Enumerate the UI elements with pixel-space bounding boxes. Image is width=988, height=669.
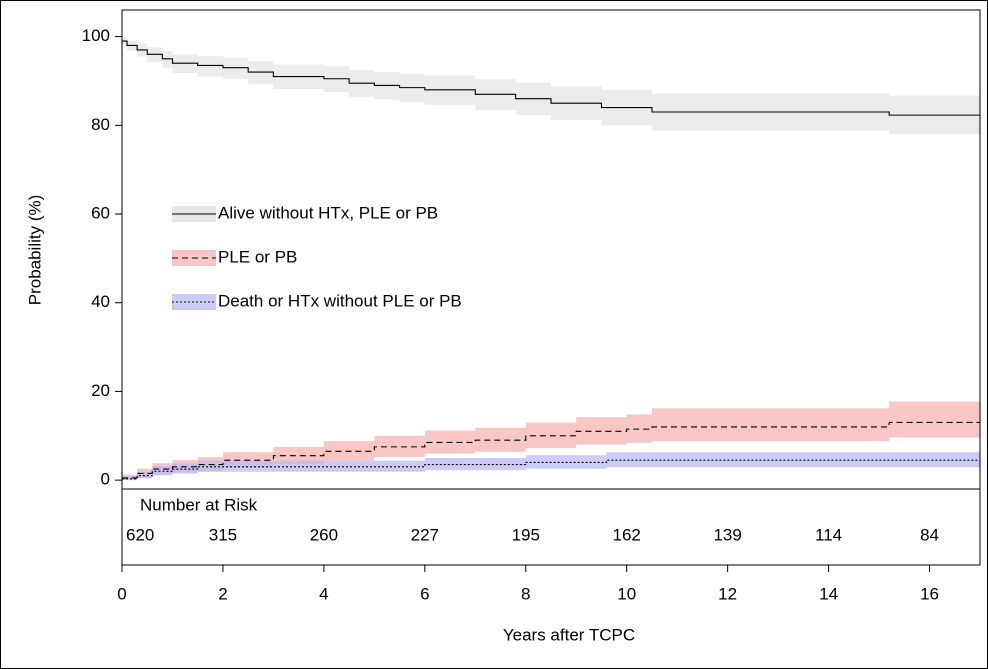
x-tick-label: 0	[117, 584, 126, 603]
x-tick-label: 14	[819, 584, 838, 603]
risk-count: 195	[512, 525, 540, 544]
risk-title: Number at Risk	[140, 495, 258, 514]
risk-count: 114	[815, 525, 842, 544]
risk-count: 620	[126, 525, 154, 544]
x-tick-label: 4	[319, 584, 328, 603]
x-tick-label: 12	[718, 584, 737, 603]
y-tick-label: 100	[82, 26, 110, 45]
risk-count: 139	[713, 525, 741, 544]
legend-label: Death or HTx without PLE or PB	[218, 291, 462, 310]
y-axis-title: Probability (%)	[25, 195, 44, 306]
x-tick-label: 8	[521, 584, 530, 603]
y-tick-label: 20	[91, 381, 110, 400]
legend-label: Alive without HTx, PLE or PB	[218, 203, 438, 222]
risk-count: 84	[920, 525, 939, 544]
confidence-band	[122, 37, 980, 135]
legend-label: PLE or PB	[218, 247, 297, 266]
confidence-band	[122, 452, 980, 481]
x-tick-label: 2	[218, 584, 227, 603]
x-tick-label: 6	[420, 584, 429, 603]
risk-count: 162	[613, 525, 641, 544]
y-tick-label: 60	[91, 204, 110, 223]
plot-frame	[121, 9, 981, 566]
risk-count: 227	[411, 525, 439, 544]
survival-line	[122, 459, 980, 480]
x-axis-title: Years after TCPC	[503, 625, 635, 644]
y-tick-label: 80	[91, 115, 110, 134]
risk-count: 260	[310, 525, 338, 544]
x-tick-label: 16	[920, 584, 939, 603]
y-tick-label: 0	[101, 470, 110, 489]
survival-line	[122, 421, 980, 479]
x-tick-label: 10	[617, 584, 636, 603]
confidence-band	[122, 401, 980, 480]
risk-count: 315	[209, 525, 237, 544]
survival-line	[122, 40, 980, 116]
y-tick-label: 40	[91, 292, 110, 311]
